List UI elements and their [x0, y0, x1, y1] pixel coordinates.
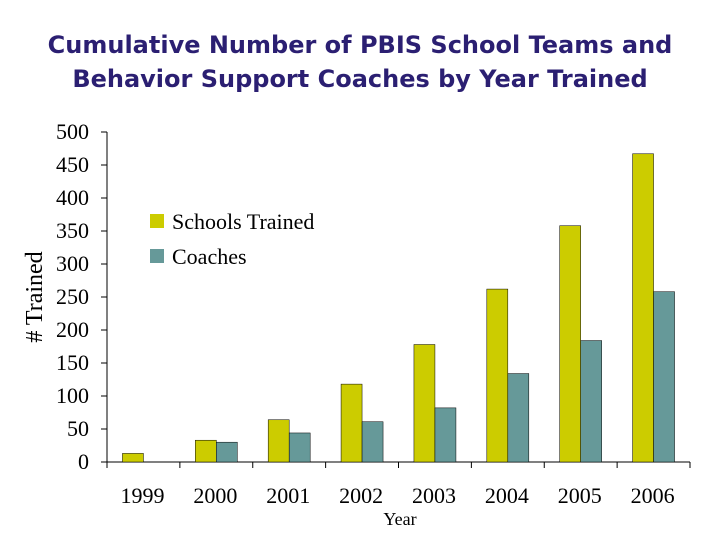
bar-coaches — [580, 340, 602, 463]
x-tick-label: 2006 — [631, 483, 675, 508]
legend: Schools Trained Coaches — [140, 203, 342, 269]
y-tick-label: 450 — [56, 152, 89, 177]
bar-schools-trained — [486, 288, 509, 463]
legend-label-schools: Schools Trained — [172, 209, 314, 234]
chart-title-line-2: Behavior Support Coaches by Year Trained — [72, 65, 648, 93]
legend-label-coaches: Coaches — [172, 244, 247, 269]
bar-schools-trained — [340, 383, 363, 463]
bar-coaches — [216, 441, 238, 463]
y-tick-label: 50 — [67, 416, 89, 441]
bar-schools-trained — [267, 419, 290, 463]
x-tick-label: 2001 — [266, 483, 310, 508]
y-tick-label: 150 — [56, 350, 89, 375]
y-axis-title: # Trained — [22, 251, 48, 342]
y-tick-label: 0 — [78, 449, 89, 474]
x-tick-label: 1999 — [120, 483, 164, 508]
bar-coaches — [361, 421, 384, 463]
bar-coaches — [434, 407, 457, 463]
x-tick-label: 2003 — [412, 483, 456, 508]
bar-coaches — [653, 291, 675, 463]
bar-schools-trained — [122, 453, 144, 463]
y-tick-label: 400 — [56, 185, 89, 210]
bar-schools-trained — [413, 344, 436, 463]
legend-box — [140, 203, 342, 267]
chart-title: Cumulative Number of PBIS School Teams a… — [0, 28, 720, 96]
y-tick-labels: 0 50 100 150 200 250 300 350 400 450 500 — [56, 119, 89, 474]
x-tick-labels: 1999 2000 2001 2002 2003 2004 2005 2006 — [120, 483, 674, 508]
y-tick-label: 500 — [56, 119, 89, 144]
y-tick-label: 300 — [56, 251, 89, 276]
bars — [122, 153, 675, 463]
y-tick-label: 350 — [56, 218, 89, 243]
chart-title-line-1: Cumulative Number of PBIS School Teams a… — [47, 31, 673, 59]
y-tick-label: 100 — [56, 383, 89, 408]
legend-swatch-coaches — [150, 249, 164, 263]
x-tick-label: 2002 — [339, 483, 383, 508]
y-tick-label: 250 — [56, 284, 89, 309]
bar-schools-trained — [559, 225, 581, 463]
x-axis-title: Year — [383, 509, 416, 529]
x-tick-label: 2000 — [193, 483, 237, 508]
bar-schools-trained — [632, 153, 654, 463]
bar-coaches — [288, 432, 311, 463]
x-tick-label: 2004 — [485, 483, 529, 508]
y-tick-label: 200 — [56, 317, 89, 342]
bar-coaches — [507, 373, 530, 463]
legend-swatch-schools — [150, 214, 164, 228]
x-tick-label: 2005 — [558, 483, 602, 508]
bar-schools-trained — [195, 439, 217, 463]
